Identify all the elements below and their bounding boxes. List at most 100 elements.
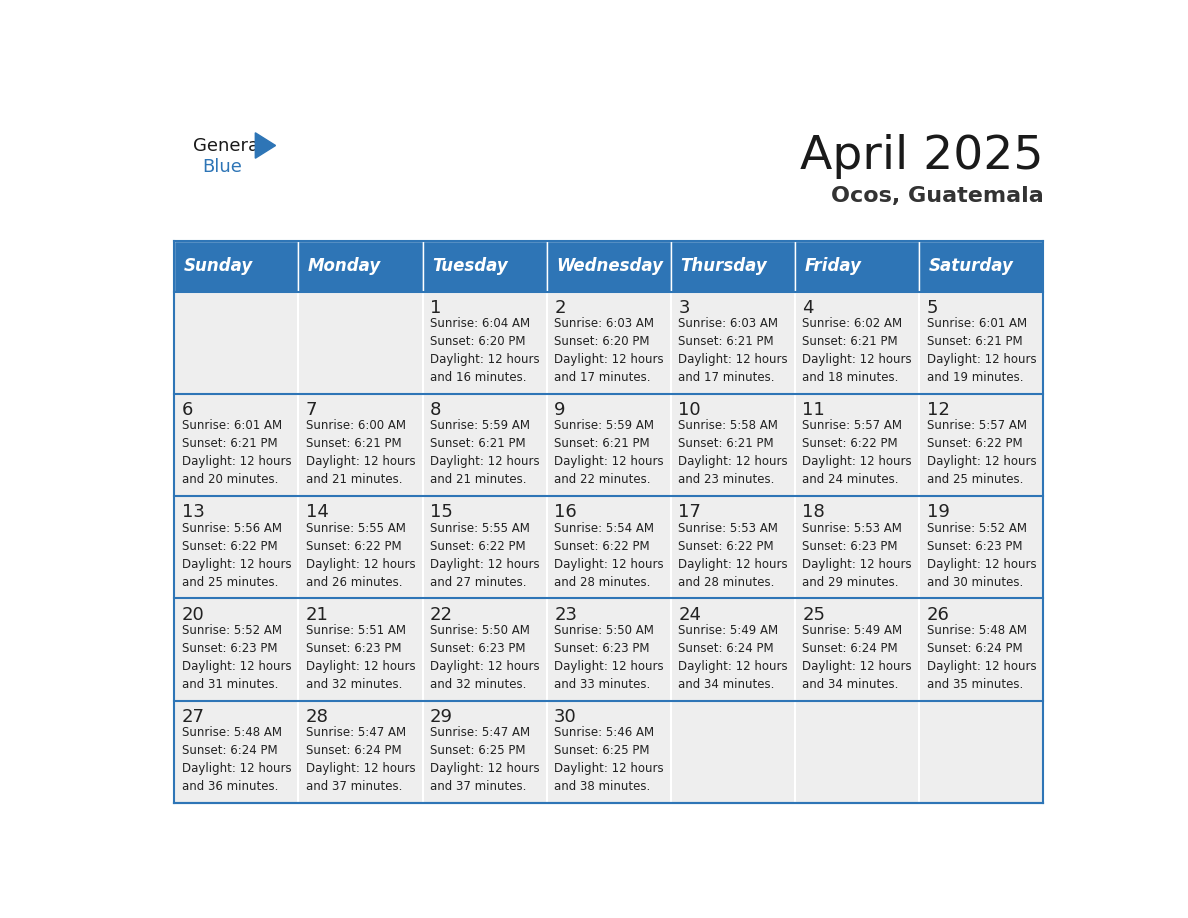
Text: Wednesday: Wednesday	[556, 257, 663, 275]
Text: Saturday: Saturday	[929, 257, 1013, 275]
Text: 20: 20	[182, 606, 204, 623]
Text: Sunrise: 5:52 AM
Sunset: 6:23 PM
Daylight: 12 hours
and 30 minutes.: Sunrise: 5:52 AM Sunset: 6:23 PM Dayligh…	[927, 521, 1036, 588]
Text: 4: 4	[802, 299, 814, 317]
Text: 5: 5	[927, 299, 939, 317]
Text: 22: 22	[430, 606, 453, 623]
Bar	[175, 394, 298, 497]
Bar	[920, 497, 1043, 599]
Text: 8: 8	[430, 401, 442, 420]
Text: Sunrise: 5:50 AM
Sunset: 6:23 PM
Daylight: 12 hours
and 32 minutes.: Sunrise: 5:50 AM Sunset: 6:23 PM Dayligh…	[430, 624, 539, 691]
Text: Sunrise: 5:53 AM
Sunset: 6:23 PM
Daylight: 12 hours
and 29 minutes.: Sunrise: 5:53 AM Sunset: 6:23 PM Dayligh…	[802, 521, 912, 588]
Text: Sunrise: 5:55 AM
Sunset: 6:22 PM
Daylight: 12 hours
and 27 minutes.: Sunrise: 5:55 AM Sunset: 6:22 PM Dayligh…	[430, 521, 539, 588]
Text: Sunrise: 5:56 AM
Sunset: 6:22 PM
Daylight: 12 hours
and 25 minutes.: Sunrise: 5:56 AM Sunset: 6:22 PM Dayligh…	[182, 521, 291, 588]
Bar	[546, 292, 671, 394]
Bar	[546, 599, 671, 700]
Bar	[298, 599, 423, 700]
Bar	[298, 394, 423, 497]
Text: Sunrise: 5:57 AM
Sunset: 6:22 PM
Daylight: 12 hours
and 24 minutes.: Sunrise: 5:57 AM Sunset: 6:22 PM Dayligh…	[802, 420, 912, 487]
Text: Sunrise: 6:01 AM
Sunset: 6:21 PM
Daylight: 12 hours
and 20 minutes.: Sunrise: 6:01 AM Sunset: 6:21 PM Dayligh…	[182, 420, 291, 487]
Text: Thursday: Thursday	[681, 257, 767, 275]
Text: Sunrise: 5:48 AM
Sunset: 6:24 PM
Daylight: 12 hours
and 36 minutes.: Sunrise: 5:48 AM Sunset: 6:24 PM Dayligh…	[182, 726, 291, 793]
Text: 1: 1	[430, 299, 442, 317]
Text: Sunrise: 5:54 AM
Sunset: 6:22 PM
Daylight: 12 hours
and 28 minutes.: Sunrise: 5:54 AM Sunset: 6:22 PM Dayligh…	[554, 521, 664, 588]
Text: 27: 27	[182, 708, 204, 726]
Bar	[298, 241, 423, 292]
Bar	[671, 241, 795, 292]
Text: Sunrise: 5:57 AM
Sunset: 6:22 PM
Daylight: 12 hours
and 25 minutes.: Sunrise: 5:57 AM Sunset: 6:22 PM Dayligh…	[927, 420, 1036, 487]
Bar	[175, 241, 298, 292]
Bar	[175, 599, 298, 700]
Bar	[920, 599, 1043, 700]
Text: Sunrise: 5:52 AM
Sunset: 6:23 PM
Daylight: 12 hours
and 31 minutes.: Sunrise: 5:52 AM Sunset: 6:23 PM Dayligh…	[182, 624, 291, 691]
Bar	[671, 599, 795, 700]
Bar	[920, 241, 1043, 292]
Bar	[423, 497, 546, 599]
Bar	[423, 394, 546, 497]
Bar	[546, 497, 671, 599]
Text: Sunrise: 5:50 AM
Sunset: 6:23 PM
Daylight: 12 hours
and 33 minutes.: Sunrise: 5:50 AM Sunset: 6:23 PM Dayligh…	[554, 624, 664, 691]
Bar	[671, 497, 795, 599]
Text: Friday: Friday	[804, 257, 861, 275]
Bar	[920, 292, 1043, 394]
Text: 29: 29	[430, 708, 453, 726]
Text: 14: 14	[305, 503, 329, 521]
Text: 16: 16	[554, 503, 577, 521]
Text: 7: 7	[305, 401, 317, 420]
Bar	[795, 497, 920, 599]
Bar	[546, 700, 671, 803]
Text: 23: 23	[554, 606, 577, 623]
Text: 25: 25	[802, 606, 826, 623]
Bar	[423, 599, 546, 700]
Text: Sunrise: 5:49 AM
Sunset: 6:24 PM
Daylight: 12 hours
and 34 minutes.: Sunrise: 5:49 AM Sunset: 6:24 PM Dayligh…	[678, 624, 788, 691]
Text: Sunday: Sunday	[183, 257, 253, 275]
Text: 13: 13	[182, 503, 204, 521]
Text: 30: 30	[554, 708, 577, 726]
Bar	[795, 700, 920, 803]
Text: Sunrise: 5:47 AM
Sunset: 6:25 PM
Daylight: 12 hours
and 37 minutes.: Sunrise: 5:47 AM Sunset: 6:25 PM Dayligh…	[430, 726, 539, 793]
Text: General: General	[192, 137, 264, 154]
Text: 18: 18	[802, 503, 826, 521]
Text: Sunrise: 5:48 AM
Sunset: 6:24 PM
Daylight: 12 hours
and 35 minutes.: Sunrise: 5:48 AM Sunset: 6:24 PM Dayligh…	[927, 624, 1036, 691]
Text: Ocos, Guatemala: Ocos, Guatemala	[830, 186, 1043, 207]
Text: Sunrise: 6:04 AM
Sunset: 6:20 PM
Daylight: 12 hours
and 16 minutes.: Sunrise: 6:04 AM Sunset: 6:20 PM Dayligh…	[430, 318, 539, 385]
Bar	[795, 599, 920, 700]
Text: 17: 17	[678, 503, 701, 521]
Text: 21: 21	[305, 606, 329, 623]
Text: April 2025: April 2025	[800, 134, 1043, 179]
Bar	[795, 394, 920, 497]
Text: 19: 19	[927, 503, 949, 521]
Bar	[920, 700, 1043, 803]
Text: Sunrise: 5:53 AM
Sunset: 6:22 PM
Daylight: 12 hours
and 28 minutes.: Sunrise: 5:53 AM Sunset: 6:22 PM Dayligh…	[678, 521, 788, 588]
Text: 24: 24	[678, 606, 701, 623]
Bar	[795, 241, 920, 292]
Text: 26: 26	[927, 606, 949, 623]
Text: Blue: Blue	[202, 158, 242, 175]
Bar	[671, 700, 795, 803]
Bar	[546, 241, 671, 292]
Bar	[546, 394, 671, 497]
Text: Sunrise: 5:51 AM
Sunset: 6:23 PM
Daylight: 12 hours
and 32 minutes.: Sunrise: 5:51 AM Sunset: 6:23 PM Dayligh…	[305, 624, 416, 691]
Text: Monday: Monday	[308, 257, 381, 275]
Text: Sunrise: 6:01 AM
Sunset: 6:21 PM
Daylight: 12 hours
and 19 minutes.: Sunrise: 6:01 AM Sunset: 6:21 PM Dayligh…	[927, 318, 1036, 385]
Text: Tuesday: Tuesday	[431, 257, 507, 275]
Bar	[671, 394, 795, 497]
Text: 2: 2	[554, 299, 565, 317]
Text: Sunrise: 5:59 AM
Sunset: 6:21 PM
Daylight: 12 hours
and 21 minutes.: Sunrise: 5:59 AM Sunset: 6:21 PM Dayligh…	[430, 420, 539, 487]
Bar	[298, 700, 423, 803]
Bar	[175, 292, 298, 394]
Bar	[423, 292, 546, 394]
Text: Sunrise: 5:49 AM
Sunset: 6:24 PM
Daylight: 12 hours
and 34 minutes.: Sunrise: 5:49 AM Sunset: 6:24 PM Dayligh…	[802, 624, 912, 691]
Text: 12: 12	[927, 401, 949, 420]
Bar	[671, 292, 795, 394]
Bar	[175, 497, 298, 599]
Bar	[423, 700, 546, 803]
Text: Sunrise: 6:03 AM
Sunset: 6:20 PM
Daylight: 12 hours
and 17 minutes.: Sunrise: 6:03 AM Sunset: 6:20 PM Dayligh…	[554, 318, 664, 385]
Text: 11: 11	[802, 401, 826, 420]
Text: Sunrise: 6:02 AM
Sunset: 6:21 PM
Daylight: 12 hours
and 18 minutes.: Sunrise: 6:02 AM Sunset: 6:21 PM Dayligh…	[802, 318, 912, 385]
Text: 10: 10	[678, 401, 701, 420]
Text: 3: 3	[678, 299, 690, 317]
Text: 9: 9	[554, 401, 565, 420]
Bar	[423, 241, 546, 292]
Bar	[920, 394, 1043, 497]
Bar	[795, 292, 920, 394]
